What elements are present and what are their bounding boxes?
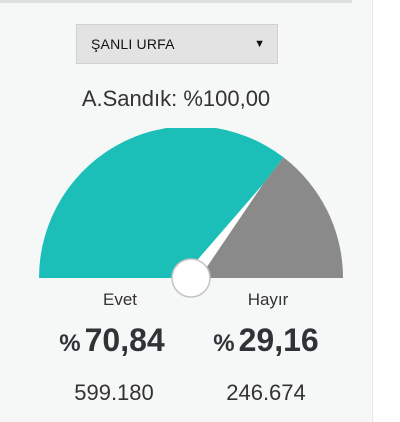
yes-vote-count: 599.180 xyxy=(74,380,154,405)
results-panel: ŞANLI URFA ▼ A.Sandık: %100,00 Evet Hayı… xyxy=(0,0,373,422)
ballot-opened-text: A.Sandık: %100,00 xyxy=(81,86,271,111)
gauge-needle-hub xyxy=(171,258,211,298)
no-label: Hayır xyxy=(247,290,289,309)
no-percent-value: 29,16 xyxy=(238,322,319,358)
dropdown-arrow-icon: ▼ xyxy=(254,38,265,50)
no-vote-count: 246.674 xyxy=(226,380,306,405)
top-divider xyxy=(0,0,352,3)
yes-percent-value: 70,84 xyxy=(84,322,165,358)
no-percent-symbol: % xyxy=(213,330,235,357)
yes-label: Evet xyxy=(102,290,138,309)
result-gauge xyxy=(39,128,343,298)
no-percentage: % 29,16 xyxy=(213,322,318,359)
gauge-needle xyxy=(185,184,263,283)
gauge-yes-segment xyxy=(39,128,284,278)
province-select[interactable]: ŞANLI URFA ▼ xyxy=(76,24,278,64)
province-select-value: ŞANLI URFA xyxy=(91,36,175,52)
yes-percent-symbol: % xyxy=(59,330,81,357)
gauge-no-segment xyxy=(191,157,343,278)
yes-percentage: % 70,84 xyxy=(59,322,164,359)
